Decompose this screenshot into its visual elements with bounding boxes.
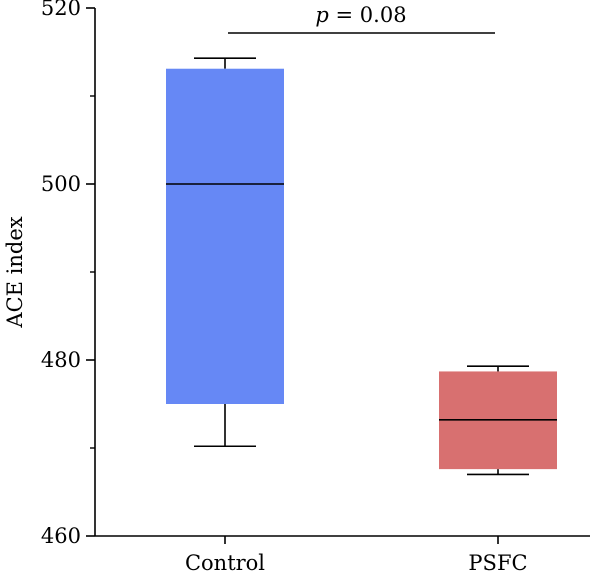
iqr-box-control xyxy=(166,68,284,404)
x-tick-label-psfc: PSFC xyxy=(468,551,527,574)
boxes xyxy=(166,57,557,476)
y-axis-title: ACE index xyxy=(3,216,27,328)
y-tick-label-520: 520 xyxy=(41,0,81,20)
y-tick-label-480: 480 xyxy=(41,348,81,372)
x-tick-label-control: Control xyxy=(185,551,265,574)
box-psfc xyxy=(439,365,557,476)
y-tick-label-460: 460 xyxy=(41,524,81,548)
p-value-label: p = 0.08 xyxy=(315,3,406,27)
p-symbol: p xyxy=(315,3,328,27)
p-value-text: = 0.08 xyxy=(329,3,407,27)
axes: 460 480 500 520 Control PSFC xyxy=(41,0,590,574)
y-tick-label-500: 500 xyxy=(41,172,81,196)
significance-annotation: p = 0.08 xyxy=(228,3,495,34)
box-control xyxy=(166,57,284,448)
